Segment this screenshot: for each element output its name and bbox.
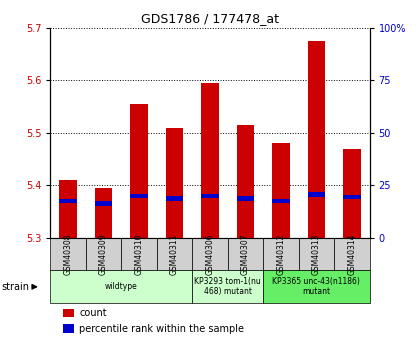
Text: GSM40314: GSM40314	[347, 234, 356, 275]
Text: KP3365 unc-43(n1186)
mutant: KP3365 unc-43(n1186) mutant	[273, 277, 360, 296]
Bar	[272, 143, 290, 238]
Text: KP3293 tom-1(nu
468) mutant: KP3293 tom-1(nu 468) mutant	[194, 277, 261, 296]
Text: GSM40312: GSM40312	[276, 234, 286, 275]
Bar	[343, 149, 361, 238]
Bar	[50, 270, 192, 303]
Text: GSM40306: GSM40306	[205, 234, 215, 275]
Bar	[86, 238, 121, 270]
Bar	[157, 238, 192, 270]
Bar	[59, 199, 77, 204]
Text: GSM40311: GSM40311	[170, 234, 179, 275]
Bar	[95, 201, 113, 206]
Bar	[121, 238, 157, 270]
Text: percentile rank within the sample: percentile rank within the sample	[79, 324, 244, 334]
Text: GSM40313: GSM40313	[312, 234, 321, 275]
Bar	[236, 196, 255, 201]
Bar	[50, 238, 86, 270]
Text: GSM40308: GSM40308	[64, 234, 73, 275]
Bar	[59, 180, 77, 238]
Bar	[165, 128, 184, 238]
Bar	[192, 270, 263, 303]
Bar	[263, 270, 370, 303]
Text: GSM40307: GSM40307	[241, 234, 250, 275]
Bar	[130, 104, 148, 238]
Bar	[343, 195, 361, 199]
Bar	[165, 196, 184, 201]
Bar	[307, 41, 325, 238]
Bar	[192, 238, 228, 270]
Bar	[228, 238, 263, 270]
Bar	[201, 83, 219, 238]
Bar	[236, 125, 255, 238]
Bar	[130, 194, 148, 198]
Text: count: count	[79, 308, 107, 318]
Bar	[307, 193, 325, 197]
Text: GDS1786 / 177478_at: GDS1786 / 177478_at	[141, 12, 279, 25]
Bar	[272, 199, 290, 204]
Bar	[63, 324, 74, 333]
Bar	[201, 194, 219, 198]
Bar	[95, 188, 113, 238]
Text: GSM40309: GSM40309	[99, 234, 108, 275]
Text: GSM40310: GSM40310	[134, 234, 144, 275]
Text: wildtype: wildtype	[105, 282, 138, 291]
Bar	[263, 238, 299, 270]
Bar	[299, 238, 334, 270]
Text: strain: strain	[2, 282, 30, 292]
Bar	[334, 238, 370, 270]
Bar	[63, 309, 74, 317]
